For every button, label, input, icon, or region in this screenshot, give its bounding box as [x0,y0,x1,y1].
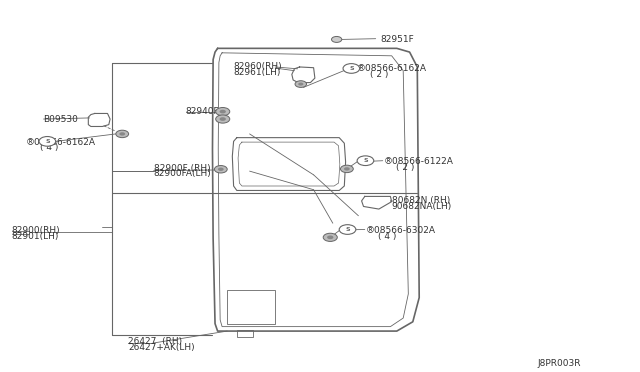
Text: ®08566-6162A: ®08566-6162A [357,64,427,73]
Text: J8PR003R: J8PR003R [538,359,581,368]
Text: S: S [349,66,354,71]
Text: ®08566-6302A: ®08566-6302A [366,226,436,235]
Text: B09530: B09530 [44,115,78,124]
Circle shape [295,81,307,87]
Circle shape [116,130,129,138]
Text: ( 2 ): ( 2 ) [370,70,388,79]
Circle shape [298,83,303,86]
Circle shape [340,165,353,173]
Circle shape [344,167,349,170]
Circle shape [216,115,230,123]
Text: ( 4 ): ( 4 ) [378,232,396,241]
Text: 82940F: 82940F [186,107,220,116]
Circle shape [323,233,337,241]
Circle shape [218,167,224,171]
Text: 82961(LH): 82961(LH) [234,68,281,77]
Text: ®08566-6162A: ®08566-6162A [26,138,95,147]
Text: 82960(RH): 82960(RH) [234,62,282,71]
Circle shape [357,156,374,166]
Circle shape [120,132,125,136]
Text: 82901(LH): 82901(LH) [12,232,59,241]
Circle shape [343,64,360,73]
Text: ( 4 ): ( 4 ) [40,143,58,152]
Circle shape [339,225,356,234]
Circle shape [332,36,342,42]
Text: 26427+AK(LH): 26427+AK(LH) [128,343,195,352]
Circle shape [39,137,56,146]
Text: 26427  (RH): 26427 (RH) [128,337,182,346]
Text: 82951F: 82951F [381,35,415,44]
Text: 90682NA(LH): 90682NA(LH) [392,202,452,211]
Circle shape [327,235,333,239]
Circle shape [220,117,226,121]
Text: 82900F (RH): 82900F (RH) [154,164,210,173]
Circle shape [214,166,227,173]
Circle shape [216,108,230,116]
Text: S: S [45,139,50,144]
Text: 80682N (RH): 80682N (RH) [392,196,450,205]
Text: ®08566-6122A: ®08566-6122A [384,157,454,166]
Text: S: S [363,158,368,163]
Text: S: S [345,227,350,232]
Circle shape [220,110,226,113]
Text: 82900(RH): 82900(RH) [12,226,60,235]
Text: ( 2 ): ( 2 ) [396,163,414,172]
Text: 82900FA(LH): 82900FA(LH) [154,169,211,178]
